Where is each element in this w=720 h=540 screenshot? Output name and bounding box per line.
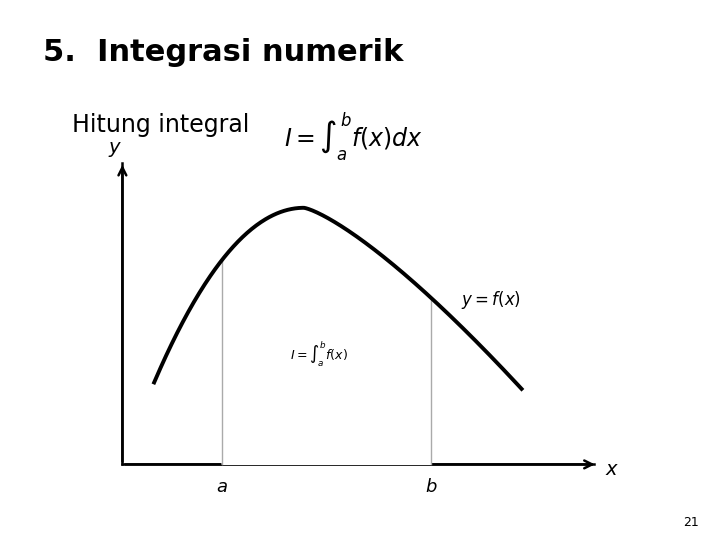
Text: $a$: $a$ [216,478,228,496]
Text: $I = \int_{a}^{b} f(x)dx$: $I = \int_{a}^{b} f(x)dx$ [284,111,423,164]
Text: 5.  Integrasi numerik: 5. Integrasi numerik [43,38,404,67]
Polygon shape [222,208,431,464]
Text: $y = f(x)$: $y = f(x)$ [461,289,521,311]
Text: 21: 21 [683,516,698,529]
Text: $x$: $x$ [605,460,619,480]
Text: $y$: $y$ [108,140,122,159]
Text: Hitung integral: Hitung integral [72,113,249,137]
Text: $b$: $b$ [425,478,437,496]
Text: $I = \int_{a}^{b} f(x)$: $I = \int_{a}^{b} f(x)$ [290,339,348,368]
